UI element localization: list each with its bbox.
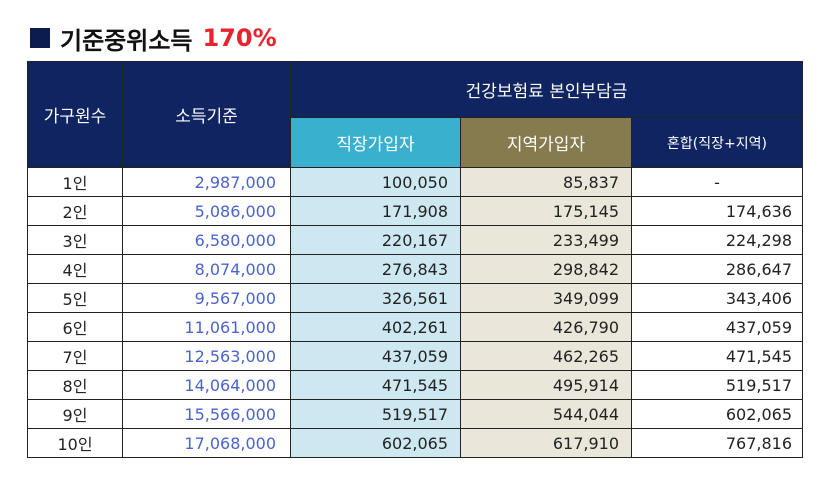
table-row: 1인 2,987,000 100,050 85,837- bbox=[27, 167, 804, 197]
cell-household: 5인 bbox=[27, 283, 123, 313]
table-row: 7인 12,563,000 437,059 462,265 471,545 bbox=[27, 341, 804, 371]
cell-workplace: 602,065 bbox=[290, 428, 461, 458]
cell-mixed: - bbox=[630, 167, 804, 197]
table-row: 8인 14,064,000 471,545 495,914 519,517 bbox=[27, 370, 804, 400]
cell-income: 11,061,000 bbox=[122, 312, 291, 342]
table-row: 3인 6,580,000 220,167 233,499 224,298 bbox=[27, 225, 804, 255]
cell-mixed: 602,065 bbox=[630, 399, 804, 429]
square-bullet-icon bbox=[30, 28, 50, 48]
cell-mixed: 343,406 bbox=[630, 283, 804, 313]
cell-income: 17,068,000 bbox=[122, 428, 291, 458]
header-household: 가구원수 bbox=[27, 61, 123, 168]
cell-mixed: 471,545 bbox=[630, 341, 804, 371]
table-row: 9인 15,566,000 519,517 544,044 602,065 bbox=[27, 399, 804, 429]
cell-income: 9,567,000 bbox=[122, 283, 291, 313]
title-text: 기준중위소득 bbox=[60, 26, 193, 55]
cell-regional: 298,842 bbox=[460, 254, 632, 284]
cell-income: 2,987,000 bbox=[122, 167, 291, 197]
cell-workplace: 276,843 bbox=[290, 254, 461, 284]
header-premium: 건강보험료 본인부담금 bbox=[289, 61, 804, 118]
cell-workplace: 519,517 bbox=[290, 399, 461, 429]
table-body: 1인 2,987,000 100,050 85,837-2인 5,086,000 171,… bbox=[27, 167, 804, 458]
income-premium-table: 가구원수 소득기준 건강보험료 본인부담금 직장가입자 지역가입자 혼합(직장+… bbox=[27, 61, 804, 458]
cell-income: 12,563,000 bbox=[122, 341, 291, 371]
cell-household: 3인 bbox=[27, 225, 123, 255]
cell-regional: 544,044 bbox=[460, 399, 632, 429]
cell-workplace: 326,561 bbox=[290, 283, 461, 313]
cell-household: 10인 bbox=[27, 428, 123, 458]
table-row: 10인 17,068,000 602,065 617,910 767,816 bbox=[27, 428, 804, 458]
cell-workplace: 220,167 bbox=[290, 225, 461, 255]
cell-household: 1인 bbox=[27, 167, 123, 197]
cell-mixed: 437,059 bbox=[630, 312, 804, 342]
cell-mixed: 224,298 bbox=[630, 225, 804, 255]
cell-workplace: 171,908 bbox=[290, 196, 461, 226]
page-title: 기준중위소득 170% bbox=[30, 20, 277, 56]
title-percent: 170% bbox=[202, 24, 277, 52]
cell-mixed: 174,636 bbox=[630, 196, 804, 226]
cell-household: 4인 bbox=[27, 254, 123, 284]
cell-regional: 349,099 bbox=[460, 283, 632, 313]
cell-household: 8인 bbox=[27, 370, 123, 400]
cell-income: 5,086,000 bbox=[122, 196, 291, 226]
cell-regional: 233,499 bbox=[460, 225, 632, 255]
cell-workplace: 437,059 bbox=[290, 341, 461, 371]
cell-regional: 175,145 bbox=[460, 196, 632, 226]
table-row: 6인 11,061,000 402,261 426,790 437,059 bbox=[27, 312, 804, 342]
cell-regional: 495,914 bbox=[460, 370, 632, 400]
cell-household: 6인 bbox=[27, 312, 123, 342]
table-row: 5인 9,567,000 326,561 349,099 343,406 bbox=[27, 283, 804, 313]
cell-regional: 85,837 bbox=[460, 167, 632, 197]
cell-household: 9인 bbox=[27, 399, 123, 429]
header-workplace: 직장가입자 bbox=[290, 117, 461, 168]
cell-regional: 462,265 bbox=[460, 341, 632, 371]
cell-income: 15,566,000 bbox=[122, 399, 291, 429]
cell-workplace: 402,261 bbox=[290, 312, 461, 342]
header-income: 소득기준 bbox=[122, 61, 291, 168]
cell-workplace: 471,545 bbox=[290, 370, 461, 400]
table-row: 2인 5,086,000 171,908 175,145 174,636 bbox=[27, 196, 804, 226]
table-row: 4인 8,074,000 276,843 298,842 286,647 bbox=[27, 254, 804, 284]
cell-regional: 426,790 bbox=[460, 312, 632, 342]
header-mixed: 혼합(직장+지역) bbox=[630, 117, 804, 168]
cell-workplace: 100,050 bbox=[290, 167, 461, 197]
header-regional: 지역가입자 bbox=[460, 117, 632, 168]
cell-mixed: 767,816 bbox=[630, 428, 804, 458]
cell-mixed: 519,517 bbox=[630, 370, 804, 400]
cell-income: 8,074,000 bbox=[122, 254, 291, 284]
cell-mixed: 286,647 bbox=[630, 254, 804, 284]
cell-household: 7인 bbox=[27, 341, 123, 371]
cell-regional: 617,910 bbox=[460, 428, 632, 458]
cell-income: 14,064,000 bbox=[122, 370, 291, 400]
cell-income: 6,580,000 bbox=[122, 225, 291, 255]
cell-household: 2인 bbox=[27, 196, 123, 226]
